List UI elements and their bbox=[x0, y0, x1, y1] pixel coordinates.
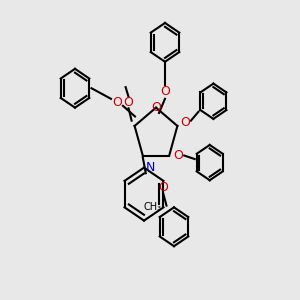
Text: O: O bbox=[180, 116, 190, 129]
Text: O: O bbox=[151, 101, 161, 114]
Text: O: O bbox=[173, 149, 183, 162]
Text: O: O bbox=[160, 85, 170, 98]
Text: O: O bbox=[124, 97, 134, 110]
Text: O: O bbox=[158, 182, 168, 194]
Text: CH₃: CH₃ bbox=[144, 202, 162, 212]
Text: N: N bbox=[145, 161, 155, 174]
Text: O: O bbox=[112, 96, 122, 109]
